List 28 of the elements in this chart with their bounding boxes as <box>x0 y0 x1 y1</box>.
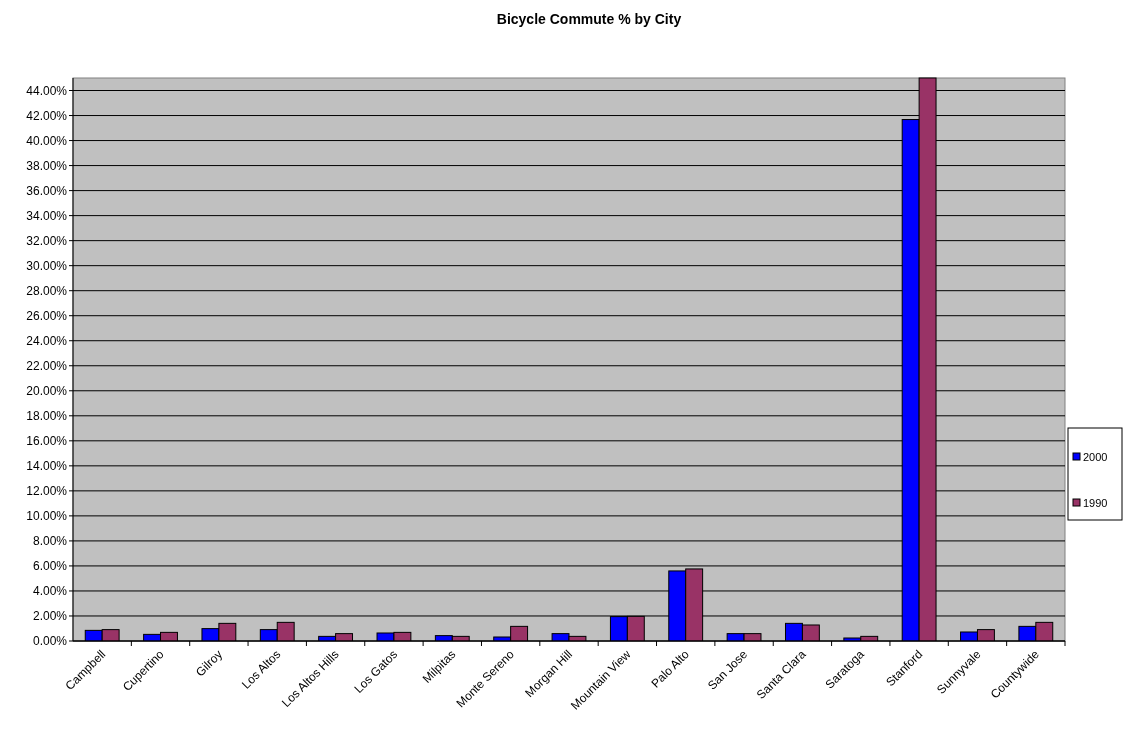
y-tick-label: 36.00% <box>26 183 68 198</box>
chart-title: Bicycle Commute % by City <box>496 11 682 27</box>
y-tick-label: 42.00% <box>26 108 68 123</box>
y-tick-label: 4.00% <box>32 584 68 599</box>
y-tick-label: 16.00% <box>26 434 68 449</box>
y-tick-label: 0.00% <box>32 634 68 649</box>
y-tick-label: 38.00% <box>26 158 68 173</box>
y-tick-label: 22.00% <box>26 358 68 373</box>
x-tick-label: San Jose <box>704 647 751 693</box>
x-tick-label: Palo Alto <box>648 647 693 691</box>
y-tick-label: 40.00% <box>26 133 68 148</box>
legend-label: 1990 <box>1083 496 1108 509</box>
y-tick-label: 24.00% <box>26 333 68 348</box>
y-tick-label: 6.00% <box>32 559 68 574</box>
y-tick-label: 30.00% <box>26 258 68 273</box>
y-tick-label: 8.00% <box>32 534 68 549</box>
y-tick-label: 18.00% <box>26 409 68 423</box>
y-tick-label: 32.00% <box>26 233 68 248</box>
y-tick-label: 34.00% <box>26 208 68 223</box>
y-tick-label: 20.00% <box>26 383 68 398</box>
y-tick-label: 14.00% <box>26 459 68 474</box>
y-tick-label: 12.00% <box>26 484 68 499</box>
y-tick-label: 10.00% <box>26 509 68 524</box>
y-tick-label: 28.00% <box>26 283 68 298</box>
y-tick-label: 2.00% <box>32 609 68 624</box>
y-tick-label: 26.00% <box>26 308 68 323</box>
legend-label: 2000 <box>1083 450 1108 463</box>
y-tick-label: 44.00% <box>26 83 68 98</box>
